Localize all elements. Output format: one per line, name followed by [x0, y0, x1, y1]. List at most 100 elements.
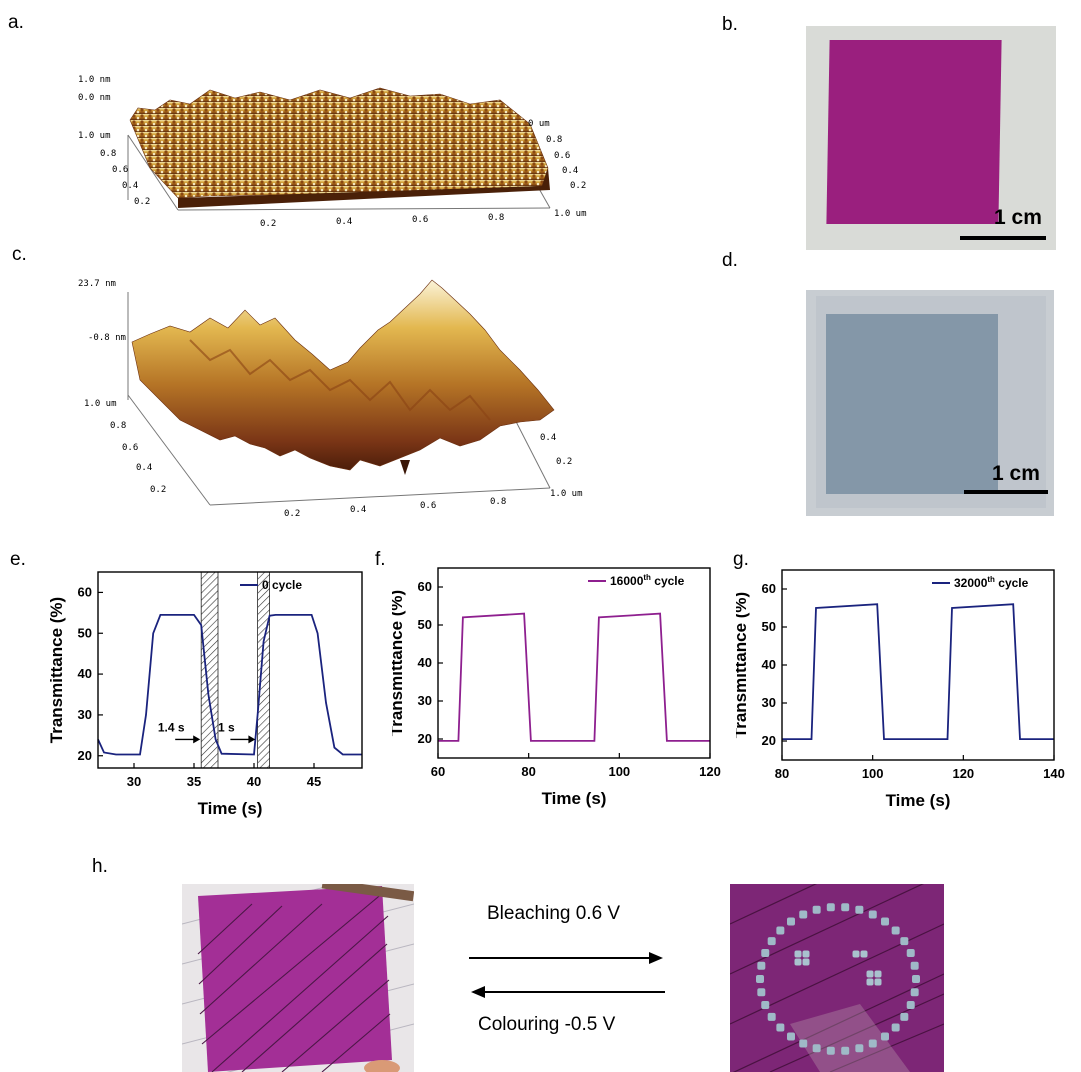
chart-g: 80 100 120 140 20 30 40 50 60 Time (s) Transmittan…	[736, 569, 1065, 810]
afm-c-right-tick: 0.2	[556, 457, 572, 467]
panel-label-b: b.	[722, 14, 738, 35]
x-tick-label: 30	[127, 774, 141, 789]
photo-device-colored	[182, 884, 414, 1072]
afm-a-bottom-tick: 0.4	[336, 217, 352, 227]
y-tick-label: 20	[78, 748, 92, 763]
y-tick-label: 60	[418, 579, 432, 594]
afm-a-bottom-tick: 0.2	[260, 219, 276, 229]
x-tick-label: 40	[247, 774, 261, 789]
y-tick-label: 40	[78, 666, 92, 681]
scale-label: 1 cm	[992, 462, 1040, 485]
y-tick-label: 40	[418, 655, 432, 670]
afm-c-bottom-tick: 0.2	[284, 509, 300, 519]
pattern-dot	[900, 937, 909, 946]
afm-surface-c: 23.7 nm -0.8 nm 1.0 um 0.8 0.6 0.4 0.2 0…	[78, 279, 583, 519]
afm-a-right-tick: 0.2	[570, 181, 586, 191]
chart-f: 60 80 100 120 20 30 40 50 60 Time (s) Transmittanc…	[392, 567, 721, 808]
pattern-dot	[776, 926, 785, 935]
y-tick-label: 50	[418, 617, 432, 632]
panel-label-e: e.	[10, 549, 26, 570]
afm-a-left-tick: 0.6	[112, 165, 128, 175]
x-tick-label: 80	[521, 764, 535, 779]
pattern-dot	[874, 970, 882, 978]
afm-a-left-tick: 1.0 um	[78, 131, 111, 141]
pattern-dot	[794, 950, 802, 958]
pattern-dot	[761, 1001, 770, 1010]
bleached-film	[826, 314, 998, 494]
pattern-dot	[802, 958, 810, 966]
panel-label-c: c.	[12, 244, 27, 265]
pattern-dot	[900, 1012, 909, 1021]
pattern-dot	[812, 905, 821, 914]
pattern-dot	[868, 910, 877, 919]
pattern-dot	[910, 961, 919, 970]
series-line	[782, 603, 1054, 741]
annotation-label: 1.4 s	[158, 720, 185, 734]
pattern-dot	[855, 905, 864, 914]
series-line	[97, 614, 362, 756]
pattern-dot	[891, 1023, 900, 1032]
y-tick-label: 40	[762, 657, 776, 672]
colored-film	[826, 40, 1002, 224]
pattern-dot	[794, 958, 802, 966]
y-tick-label: 50	[762, 619, 776, 634]
bleaching-label: Bleaching 0.6 V	[487, 903, 621, 924]
x-tick-label: 140	[1043, 766, 1065, 781]
plot-frame	[97, 571, 363, 769]
pattern-dot	[826, 903, 835, 912]
afm-c-bottom-tick: 1.0 um	[550, 489, 583, 499]
afm-a-right-tick: 0.8	[546, 135, 562, 145]
afm-a-left-tick: 0.4	[122, 181, 138, 191]
y-tick-label: 60	[78, 584, 92, 599]
pattern-dot	[757, 961, 766, 970]
pattern-dot	[891, 926, 900, 935]
x-tick-label: 100	[608, 764, 630, 779]
afm-c-bottom-tick: 0.6	[420, 501, 436, 511]
x-axis-label: Time (s)	[542, 789, 607, 808]
pattern-dot	[852, 950, 860, 958]
pattern-dot	[855, 1044, 864, 1053]
y-axis-label: Transmittance (%)	[392, 590, 406, 736]
pattern-dot	[799, 1039, 808, 1048]
afm-a-right-tick: 0.6	[554, 151, 570, 161]
plot-frame	[781, 569, 1055, 761]
photo-colored-film: 1 cm	[806, 26, 1056, 250]
series-line	[438, 612, 710, 742]
y-tick-label: 20	[418, 731, 432, 746]
pattern-dot	[767, 1012, 776, 1021]
legend-label: 32000th cycle	[954, 575, 1029, 590]
afm-c-bottom-tick: 0.4	[350, 505, 366, 515]
panel-label-a: a.	[8, 12, 24, 33]
afm-a-left-tick: 0.2	[134, 197, 150, 207]
y-axis-label: Transmittance (%)	[47, 597, 66, 743]
afm-surface-a: 1.0 nm 0.0 nm 1.0 um 0.8 0.6 0.4 0.2 0 u…	[78, 75, 587, 229]
scale-bar	[960, 236, 1046, 240]
pattern-dot	[776, 1023, 785, 1032]
x-tick-label: 100	[862, 766, 884, 781]
pattern-dot	[757, 988, 766, 997]
y-axis-label: Transmittance (%)	[736, 592, 750, 738]
y-tick-label: 60	[762, 581, 776, 596]
pattern-dot	[786, 1032, 795, 1041]
afm-c-left-tick: 0.2	[150, 485, 166, 495]
afm-a-bottom-tick: 0.8	[488, 213, 504, 223]
afm-c-left-tick: 1.0 um	[84, 399, 117, 409]
afm-a-bottom-tick: 0.6	[412, 215, 428, 225]
afm-c-left-tick: 0.6	[122, 443, 138, 453]
pattern-dot	[786, 917, 795, 926]
panel-label-f: f.	[375, 549, 386, 570]
y-tick-label: 30	[78, 707, 92, 722]
x-tick-label: 120	[699, 764, 721, 779]
afm-c-z-top: 23.7 nm	[78, 279, 116, 289]
afm-c-bottom-tick: 0.8	[490, 497, 506, 507]
y-tick-label: 30	[418, 693, 432, 708]
pattern-dot	[860, 950, 868, 958]
pattern-dot	[906, 1001, 915, 1010]
x-tick-label: 80	[775, 766, 789, 781]
pattern-dot	[812, 1044, 821, 1053]
pattern-dot	[799, 910, 808, 919]
afm-c-left-tick: 0.4	[136, 463, 152, 473]
pattern-dot	[868, 1039, 877, 1048]
legend-label: 16000th cycle	[610, 573, 685, 588]
y-tick-label: 30	[762, 695, 776, 710]
